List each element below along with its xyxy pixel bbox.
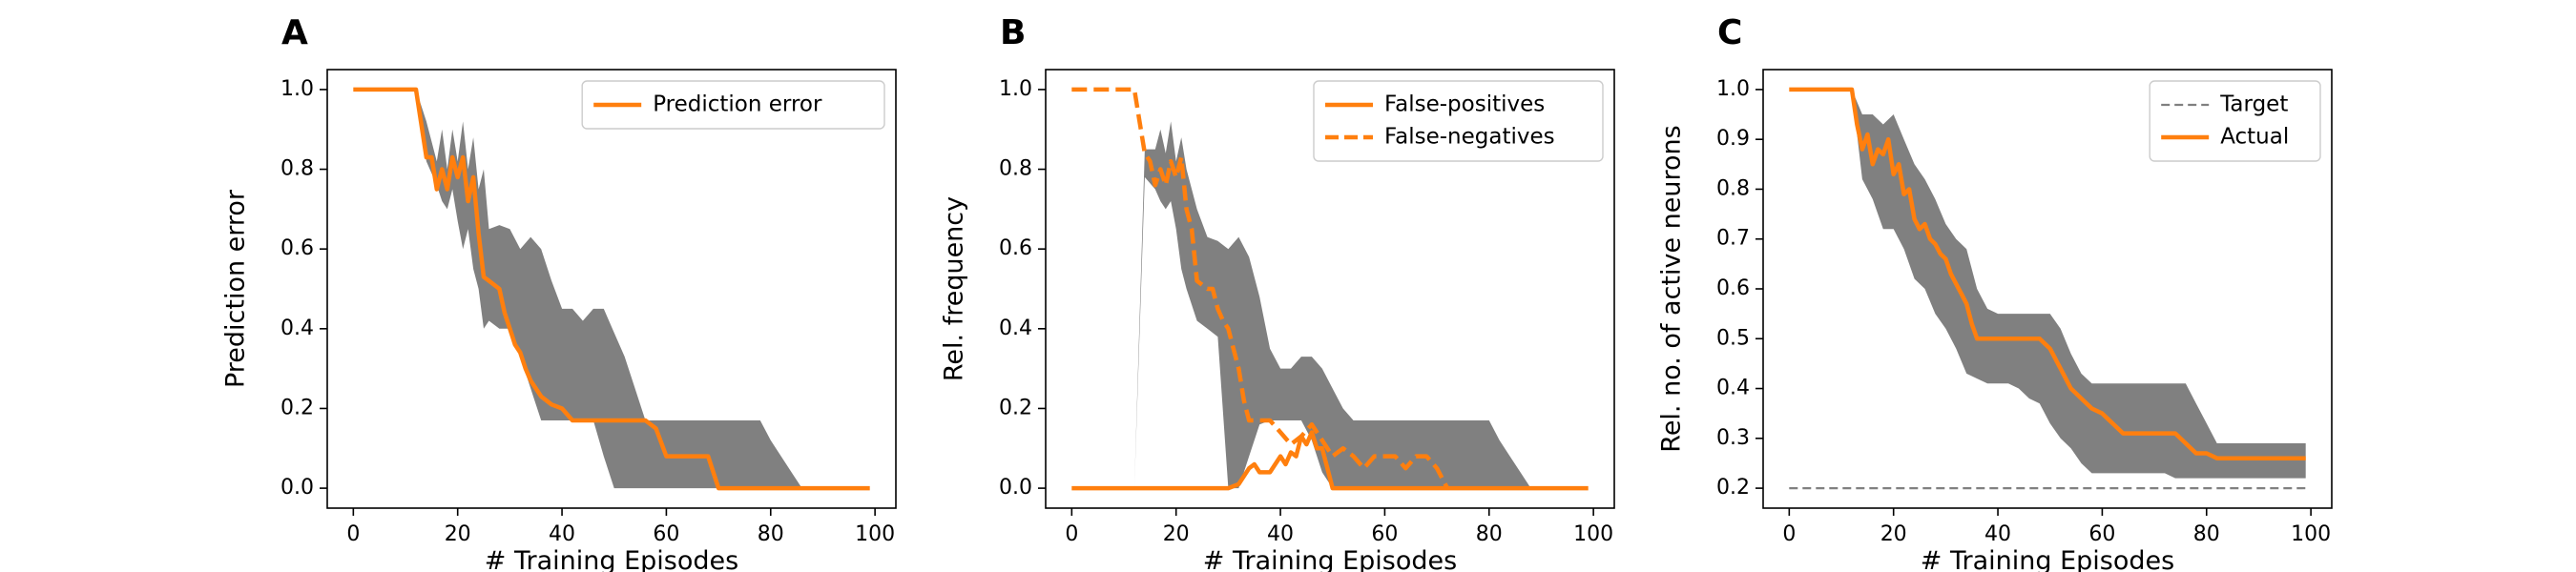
y-tick-label: 0.2 bbox=[1716, 476, 1750, 500]
series-line-false-negatives bbox=[1071, 87, 1449, 490]
y-tick-label: 1.0 bbox=[280, 77, 314, 101]
y-tick-label: 0.2 bbox=[280, 396, 314, 419]
series-line-false-positives bbox=[1071, 430, 1589, 491]
y-axis-label: Rel. frequency bbox=[940, 196, 969, 381]
x-tick-label: 0 bbox=[346, 522, 360, 546]
y-tick-label: 0.2 bbox=[999, 396, 1032, 419]
x-axis-label: # Training Episodes bbox=[1921, 546, 2174, 572]
x-tick-label: 100 bbox=[2291, 522, 2331, 546]
chart-panel-b: B 0 20 40 60 80 100 0.0 0.2 0.4 0.6 0.8 1.0 # Trainin… bbox=[940, 13, 1615, 572]
legend: Target Actual bbox=[2149, 80, 2321, 162]
x-tick-label: 60 bbox=[1371, 522, 1398, 546]
y-axis-label: Prediction error bbox=[221, 189, 251, 388]
y-tick-label: 0.5 bbox=[1716, 326, 1750, 350]
plot-frame bbox=[326, 69, 897, 509]
legend-entry: Target bbox=[2219, 92, 2288, 117]
y-tick-label: 0.4 bbox=[1716, 377, 1750, 400]
legend: Prediction error bbox=[581, 80, 885, 130]
y-axis-label: Rel. no. of active neurons bbox=[1657, 125, 1687, 452]
legend-entry: Prediction error bbox=[653, 92, 822, 117]
x-tick-label: 40 bbox=[1984, 522, 2011, 546]
x-tick-label: 80 bbox=[2193, 522, 2220, 546]
series-line-actual bbox=[1789, 87, 2306, 460]
x-tick-label: 40 bbox=[1267, 522, 1294, 546]
y-tick-label: 0.9 bbox=[1716, 127, 1750, 151]
y-tick-label: 0.8 bbox=[1716, 176, 1750, 200]
x-tick-label: 0 bbox=[1065, 522, 1078, 546]
y-tick-label: 1.0 bbox=[1716, 77, 1750, 101]
y-tick-label: 0.4 bbox=[280, 317, 314, 340]
x-tick-label: 60 bbox=[2088, 522, 2115, 546]
chart-panel-c: C 0 20 40 60 80 100 0.2 0.3 0.4 0.5 0.6 0.7 0.8 0.9 1.0… bbox=[1657, 13, 2333, 572]
x-tick-label: 20 bbox=[445, 522, 471, 546]
x-tick-label: 80 bbox=[1476, 522, 1503, 546]
x-axis-label: # Training Episodes bbox=[1203, 546, 1457, 572]
uncertainty-band bbox=[1789, 89, 2306, 479]
y-tick-label: 0.3 bbox=[1716, 426, 1750, 450]
panel-letter: A bbox=[281, 13, 308, 52]
x-tick-label: 40 bbox=[549, 522, 575, 546]
x-tick-label: 20 bbox=[1880, 522, 1907, 546]
uncertainty-band bbox=[353, 89, 870, 489]
y-tick-label: 0.0 bbox=[280, 476, 314, 500]
series-line-prediction-error bbox=[353, 87, 870, 491]
y-tick-label: 0.7 bbox=[1716, 227, 1750, 251]
y-tick-label: 0.0 bbox=[999, 476, 1032, 500]
x-axis-label: # Training Episodes bbox=[485, 546, 738, 572]
uncertainty-band bbox=[1071, 121, 1589, 489]
legend-box bbox=[1313, 80, 1604, 162]
plot-frame bbox=[1045, 69, 1615, 509]
y-tick-label: 0.4 bbox=[999, 317, 1032, 340]
panel-letter: B bbox=[1000, 13, 1026, 52]
y-tick-label: 0.8 bbox=[999, 157, 1032, 181]
y-tick-label: 0.6 bbox=[1716, 276, 1750, 300]
legend-box bbox=[581, 80, 885, 130]
y-tick-label: 0.8 bbox=[280, 157, 314, 181]
legend-entry: False-negatives bbox=[1384, 125, 1555, 150]
legend: False-positives False-negatives bbox=[1313, 80, 1604, 162]
legend-entry: Actual bbox=[2220, 125, 2289, 150]
y-tick-label: 0.6 bbox=[280, 236, 314, 260]
y-tick-label: 0.6 bbox=[999, 236, 1032, 260]
x-tick-label: 20 bbox=[1163, 522, 1190, 546]
legend-entry: False-positives bbox=[1384, 92, 1545, 117]
panel-letter: C bbox=[1717, 13, 1742, 52]
x-tick-label: 0 bbox=[1782, 522, 1796, 546]
legend-box bbox=[2149, 80, 2321, 162]
chart-panel-a: A 0 20 40 60 80 100 0.0 0.2 0.4 0.6 0.8 1.0 # Trainin… bbox=[221, 13, 897, 572]
y-tick-label: 1.0 bbox=[999, 77, 1032, 101]
x-tick-label: 100 bbox=[855, 522, 895, 546]
x-tick-label: 80 bbox=[758, 522, 784, 546]
x-tick-label: 60 bbox=[653, 522, 679, 546]
x-tick-label: 100 bbox=[1573, 522, 1613, 546]
